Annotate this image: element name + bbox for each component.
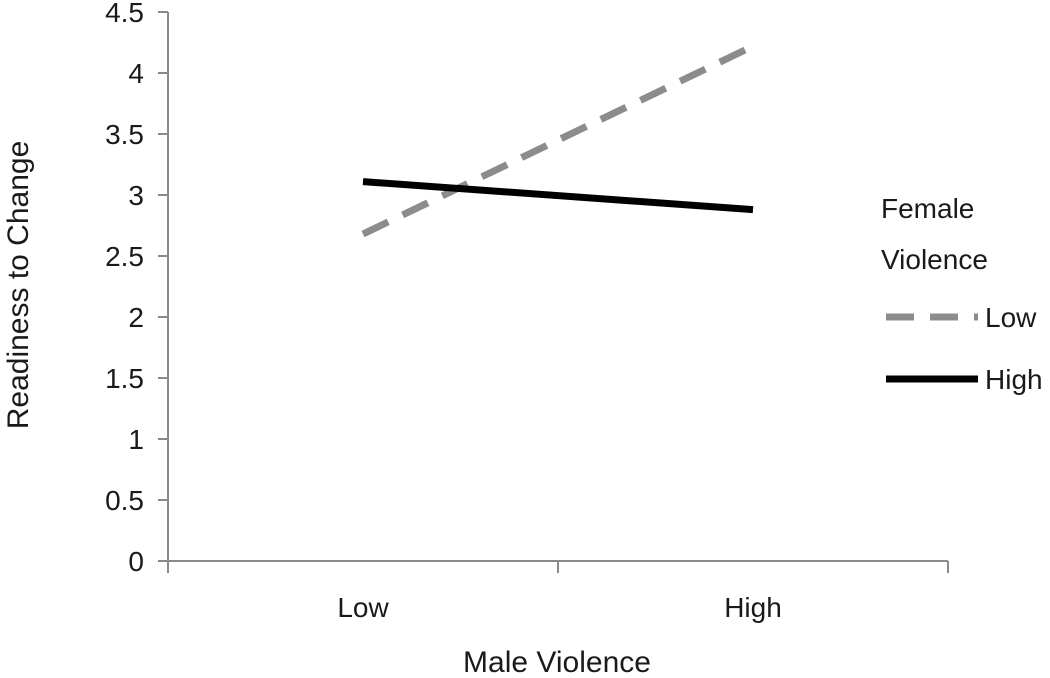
x-tick-label: Low [337, 592, 389, 623]
legend-items: Low High [886, 302, 1043, 395]
legend-title-line-2: Violence [881, 244, 988, 275]
y-axis-label: Readiness to Change [2, 141, 35, 430]
y-tick-label: 0.5 [105, 485, 144, 516]
y-tick-label: 1.5 [105, 363, 144, 394]
x-tick-label: High [724, 592, 782, 623]
y-tick-label: 4 [128, 58, 144, 89]
y-tick-label: 3 [128, 180, 144, 211]
x-axis-label: Male Violence [463, 646, 651, 673]
y-tick-label: 2 [128, 302, 144, 333]
series-line-high [362, 178, 754, 214]
series-layer [361, 43, 755, 238]
legend-label-high: High [985, 364, 1043, 395]
axes: 0 0.5 1 1.5 2 2.5 3 3.5 4 4.5 Low High [105, 0, 949, 623]
series-line-low [361, 43, 755, 238]
y-tick-label: 0 [128, 546, 144, 577]
y-tick-label: 2.5 [105, 241, 144, 272]
y-tick-label: 1 [128, 424, 144, 455]
legend: Female Violence Low High [881, 193, 1043, 395]
y-tick-label: 3.5 [105, 119, 144, 150]
legend-label-low: Low [985, 302, 1037, 333]
y-tick-label: 4.5 [105, 0, 144, 28]
legend-title-line-1: Female [881, 193, 974, 224]
